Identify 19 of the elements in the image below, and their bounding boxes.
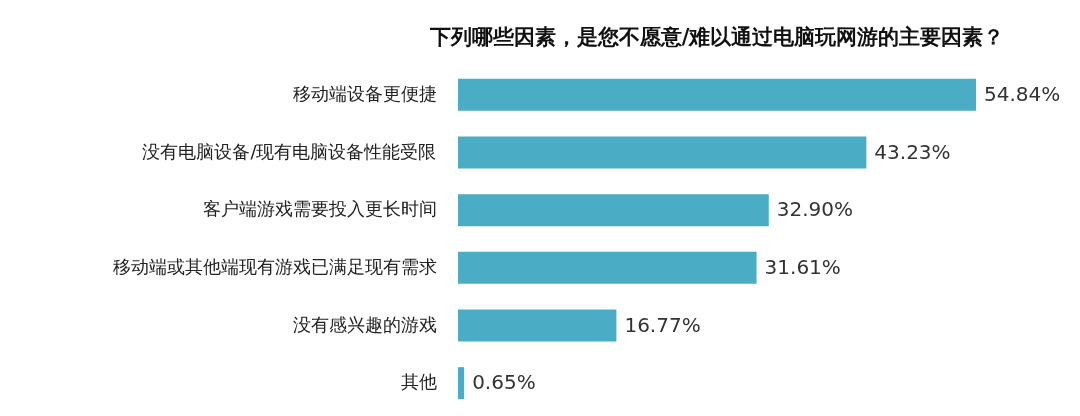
data-label: 54.84% <box>984 81 1061 106</box>
chart-title: 下列哪些因素，是您不愿意/难以通过电脑玩网游的主要因素？ <box>428 25 1005 49</box>
y-tick-label: 其他 <box>400 371 437 393</box>
bar <box>458 251 757 284</box>
y-tick-label: 移动端设备更便捷 <box>292 82 437 104</box>
data-label: 16.77% <box>624 312 701 337</box>
bar <box>458 309 617 342</box>
bar <box>458 367 465 400</box>
data-label: 31.61% <box>764 254 841 279</box>
y-tick-label: 客户端游戏需要投入更长时间 <box>202 198 437 220</box>
y-tick-label: 移动端或其他端现有游戏已满足现有需求 <box>112 255 437 277</box>
bar <box>458 194 769 227</box>
bar <box>458 136 867 169</box>
y-tick-label: 没有感兴趣的游戏 <box>292 313 437 335</box>
y-tick-label: 没有电脑设备/现有电脑设备性能受限 <box>142 140 437 162</box>
data-label: 43.23% <box>874 139 951 164</box>
bar <box>458 78 976 111</box>
data-label: 0.65% <box>472 370 536 395</box>
data-label: 32.90% <box>776 197 854 222</box>
